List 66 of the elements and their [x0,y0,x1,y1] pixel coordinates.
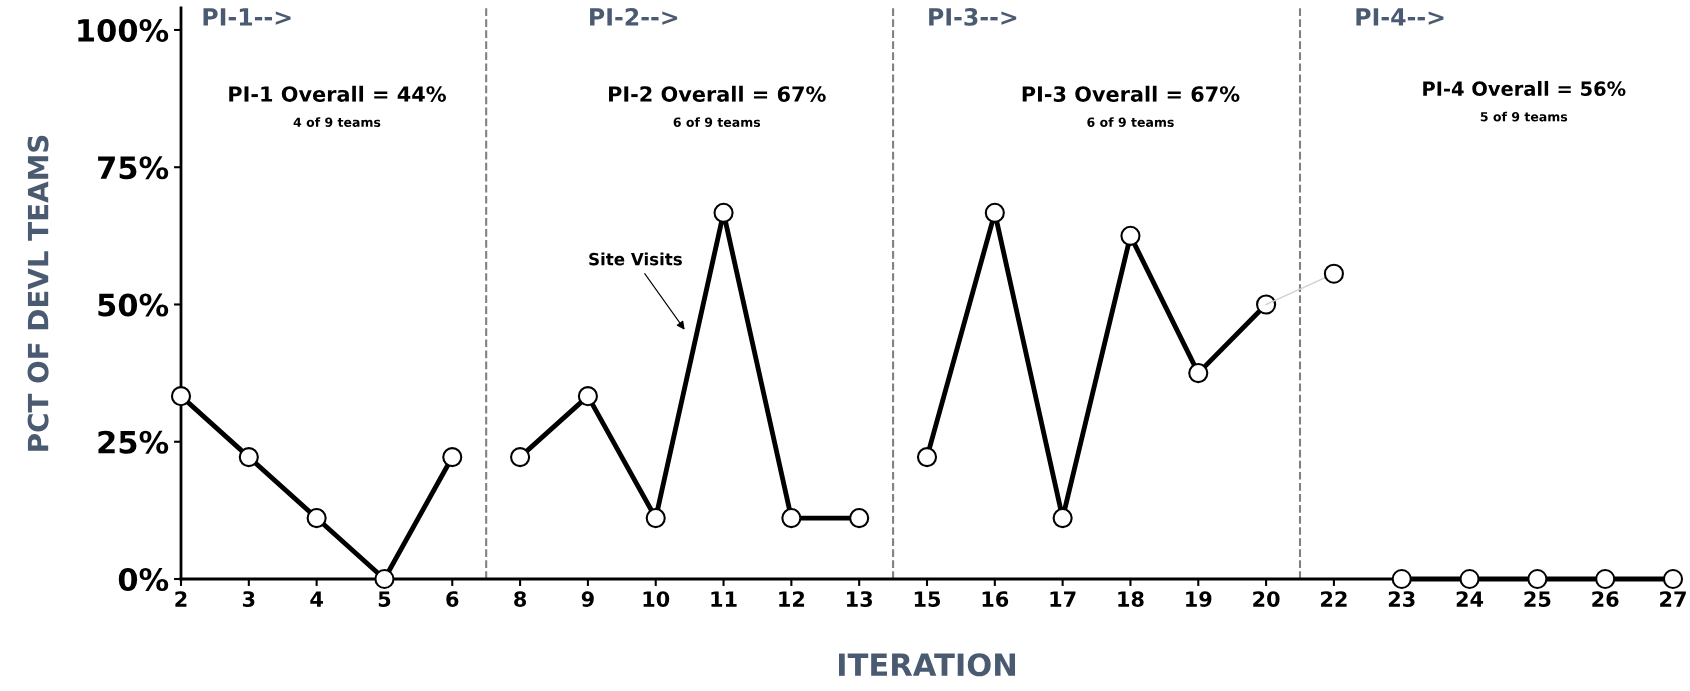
x-tick-label: 5 [378,591,391,607]
y-tick-label: 50% [98,293,169,317]
y-tick-label: 0% [118,567,169,592]
y-axis-title: PCT OF DEVL TEAMS [27,135,49,451]
point [645,507,666,529]
point [1391,568,1412,590]
x-tick-label: 25 [1524,591,1551,607]
annotation: PI-3--> [929,7,1017,26]
point [984,202,1005,223]
point [1527,568,1548,590]
point [1323,263,1344,284]
point [916,447,938,468]
point [577,386,598,407]
x-tick-label: 4 [310,591,323,607]
point [849,507,870,529]
annotation: 4 of 9 teams [293,117,381,127]
annotation: PI-3 Overall = 67% [1022,85,1240,102]
point [1662,568,1684,590]
point [781,507,802,529]
annotation: PI-2--> [590,7,678,26]
x-tick-label: 20 [1253,591,1280,607]
annotation: PI-1--> [203,8,291,26]
point [1256,294,1277,315]
x-tick-label: 3 [242,591,255,607]
x-tick-label: 12 [779,591,805,607]
x-tick-label: 13 [847,591,873,607]
annotation: 6 of 9 teams [673,117,761,127]
annotation: 5 of 9 teams [1480,111,1568,122]
x-tick-label: 8 [514,591,527,607]
point [170,386,192,407]
point [1188,363,1209,384]
x-tick-label: 24 [1456,591,1484,607]
x-tick-label: 26 [1592,591,1619,607]
point [510,447,531,468]
point [238,447,259,468]
point [713,202,734,223]
x-tick-label: 6 [446,591,459,607]
point [1052,507,1073,529]
annotation: 6 of 9 teams [1087,117,1174,127]
y-tick-label: 25% [98,430,169,454]
x-tick-label: 22 [1321,591,1347,607]
x-tick-label: 17 [1050,591,1076,607]
point [1459,568,1480,590]
annotation: PI-1 Overall = 44% [229,85,446,102]
y-tick-label: 75% [98,156,169,180]
point [442,447,463,468]
x-tick-label: 9 [581,591,594,607]
x-tick-label: 27 [1660,591,1686,607]
x-tick-label: 19 [1186,591,1212,607]
x-axis-title: ITERATION [838,653,1016,677]
x-tick-label: 15 [914,591,941,607]
x-tick-label: 23 [1388,591,1415,607]
point [374,568,395,590]
annotation: Site Visits [589,252,682,266]
x-tick-label: 10 [643,591,670,607]
x-tick-label: 11 [711,591,737,607]
annotation: PI-4 Overall = 56% [1423,80,1626,96]
x-tick-label: 18 [1118,591,1144,607]
x-tick-label: 2 [175,591,187,607]
x-tick-label: 16 [982,591,1009,607]
annotation: PI-4--> [1356,8,1444,26]
point [306,507,327,529]
y-tick-label: 100% [78,18,169,42]
annotation: PI-2 Overall = 67% [609,85,826,102]
point [1120,225,1141,246]
point [1595,568,1616,590]
